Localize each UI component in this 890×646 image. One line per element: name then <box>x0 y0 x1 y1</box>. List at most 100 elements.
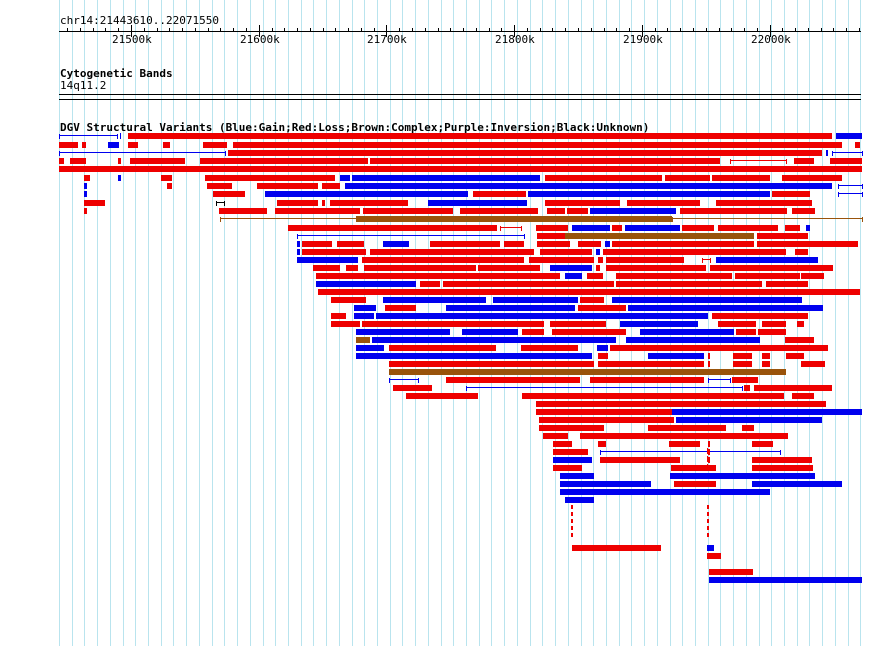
sv-feature-loss[interactable] <box>213 191 245 197</box>
sv-feature-loss[interactable] <box>598 441 606 447</box>
sv-feature-gain[interactable] <box>59 152 225 153</box>
sv-feature-loss[interactable] <box>385 305 416 311</box>
sv-feature-loss[interactable] <box>288 225 497 231</box>
sv-feature-gain[interactable] <box>383 241 409 247</box>
sv-feature-loss[interactable] <box>702 259 710 260</box>
sv-feature-gain[interactable] <box>565 497 594 503</box>
sv-feature-loss[interactable] <box>598 257 603 263</box>
sv-feature-loss[interactable] <box>782 175 842 181</box>
sv-feature-loss[interactable] <box>406 393 478 399</box>
sv-feature-gain[interactable] <box>672 409 862 415</box>
sv-feature-loss[interactable] <box>478 265 540 271</box>
sv-feature-gain[interactable] <box>600 451 780 452</box>
sv-feature-gain[interactable] <box>560 473 594 479</box>
sv-feature-loss[interactable] <box>772 191 810 197</box>
sv-feature-loss[interactable] <box>536 225 568 231</box>
sv-feature-unknown[interactable] <box>216 202 224 203</box>
sv-feature-loss[interactable] <box>128 133 832 139</box>
sv-feature-loss[interactable] <box>736 329 756 335</box>
sv-feature-gain[interactable] <box>356 353 592 359</box>
sv-feature-loss[interactable] <box>500 227 521 228</box>
sv-feature-loss[interactable] <box>430 241 500 247</box>
sv-feature-loss[interactable] <box>762 361 770 367</box>
sv-feature-loss[interactable] <box>590 377 704 383</box>
sv-feature-loss[interactable] <box>443 281 614 287</box>
sv-feature-gain[interactable] <box>612 297 802 303</box>
sv-feature-loss[interactable] <box>553 465 582 471</box>
cytoband-track-title[interactable]: Cytogenetic Bands <box>60 67 173 80</box>
sv-feature-gain[interactable] <box>836 133 862 139</box>
sv-feature-loss[interactable] <box>59 158 64 164</box>
sv-feature-loss[interactable] <box>710 265 833 271</box>
sv-feature-loss[interactable] <box>362 257 524 263</box>
sv-feature-gain[interactable] <box>340 175 350 181</box>
sv-feature-loss[interactable] <box>754 385 832 391</box>
sv-feature-loss[interactable] <box>543 433 568 439</box>
sv-feature-loss[interactable] <box>616 281 762 287</box>
sv-feature-gain[interactable] <box>826 150 828 156</box>
sv-feature-gain[interactable] <box>707 545 714 551</box>
sv-feature-loss[interactable] <box>316 273 560 279</box>
sv-feature-loss[interactable] <box>346 265 358 271</box>
sv-feature-loss[interactable] <box>161 175 172 181</box>
sv-feature-loss[interactable] <box>785 225 800 231</box>
sv-feature-loss[interactable] <box>708 361 710 367</box>
sv-feature-gain[interactable] <box>640 329 734 335</box>
sv-feature-loss[interactable] <box>606 257 684 263</box>
sv-feature-loss[interactable] <box>610 345 828 351</box>
sv-feature-loss[interactable] <box>167 183 172 189</box>
sv-feature-complex[interactable] <box>672 218 862 219</box>
sv-feature-loss[interactable] <box>766 281 808 287</box>
sv-feature-loss[interactable] <box>536 409 672 415</box>
sv-feature-loss[interactable] <box>786 353 804 359</box>
sv-feature-loss[interactable] <box>322 183 340 189</box>
sv-feature-gain[interactable] <box>597 345 608 351</box>
sv-feature-gain[interactable] <box>676 417 822 423</box>
sv-feature-gain[interactable] <box>354 313 374 319</box>
sv-feature-gain[interactable] <box>376 313 708 319</box>
sv-feature-loss[interactable] <box>460 208 538 214</box>
sv-feature-loss[interactable] <box>708 353 710 359</box>
sv-feature-loss[interactable] <box>712 313 808 319</box>
sv-feature-loss[interactable] <box>801 273 824 279</box>
sv-feature-loss[interactable] <box>718 225 778 231</box>
sv-feature-loss[interactable] <box>757 233 808 239</box>
sv-feature-loss[interactable] <box>709 569 753 575</box>
sv-feature-loss[interactable] <box>762 353 770 359</box>
sv-feature-loss[interactable] <box>547 208 565 214</box>
sv-feature-loss[interactable] <box>708 441 710 447</box>
sv-feature-loss[interactable] <box>792 208 815 214</box>
sv-feature-loss[interactable] <box>616 273 732 279</box>
sv-feature-loss[interactable] <box>580 297 604 303</box>
sv-feature-gain[interactable] <box>648 353 704 359</box>
sv-feature-loss[interactable] <box>537 241 570 247</box>
sv-feature-gain[interactable] <box>626 337 760 343</box>
sv-feature-loss[interactable] <box>393 385 432 391</box>
sv-feature-complex[interactable] <box>389 369 786 375</box>
sv-feature-loss[interactable] <box>712 175 770 181</box>
sv-feature-gain[interactable] <box>462 329 518 335</box>
sv-feature-loss[interactable] <box>545 175 662 181</box>
sv-feature-gain[interactable] <box>493 297 578 303</box>
sv-feature-gain[interactable] <box>709 577 862 583</box>
sv-feature-loss[interactable] <box>718 321 756 327</box>
sv-feature-loss[interactable] <box>733 353 752 359</box>
sv-feature-loss[interactable] <box>752 441 773 447</box>
sv-feature-loss[interactable] <box>219 208 267 214</box>
sv-feature-loss[interactable] <box>529 257 594 263</box>
sv-feature-gain[interactable] <box>345 183 832 189</box>
sv-feature-loss[interactable] <box>420 281 440 287</box>
sv-feature-gain[interactable] <box>297 241 300 247</box>
sv-feature-gain[interactable] <box>108 142 119 148</box>
sv-feature-gain[interactable] <box>620 321 698 327</box>
sv-feature-gain[interactable] <box>708 379 730 380</box>
sv-feature-gain[interactable] <box>832 152 862 153</box>
sv-feature-loss[interactable] <box>665 175 710 181</box>
sv-feature-gain[interactable] <box>84 191 87 197</box>
sv-feature-gain[interactable] <box>59 135 117 136</box>
sv-feature-loss[interactable] <box>82 142 86 148</box>
sv-feature-gain[interactable] <box>389 379 418 380</box>
sv-feature-loss[interactable] <box>792 393 814 399</box>
sv-feature-gain[interactable] <box>625 225 680 231</box>
sv-feature-gain[interactable] <box>560 481 651 487</box>
